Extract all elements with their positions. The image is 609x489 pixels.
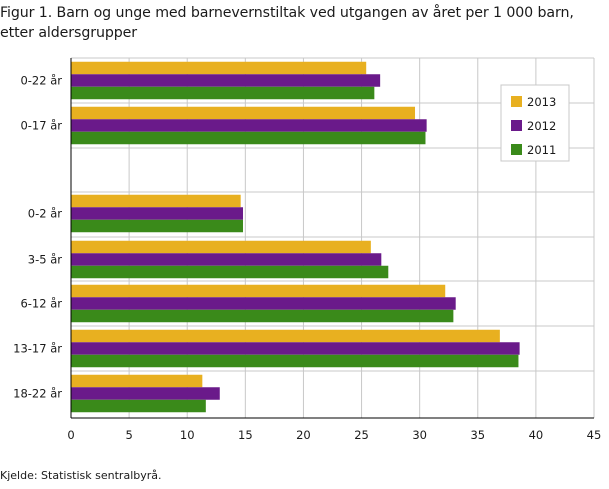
bar-2012-0 <box>71 74 381 87</box>
legend-swatch-2011 <box>511 144 522 155</box>
bar-2013-3 <box>71 240 371 254</box>
bar-2011-2 <box>71 219 244 233</box>
x-tick-label-10: 10 <box>180 428 195 442</box>
category-label-1: 0-17 år <box>20 119 62 133</box>
bar-2013-1 <box>71 106 416 120</box>
category-label-5: 13-17 år <box>13 342 62 356</box>
category-label-6: 18-22 år <box>13 387 62 401</box>
chart-title-line-1: Figur 1. Barn og unge med barnevernstilt… <box>0 5 574 21</box>
legend-swatch-2012 <box>511 120 522 131</box>
bar-2012-1 <box>71 119 427 132</box>
bar-2013-6 <box>71 374 203 388</box>
bar-2013-5 <box>71 329 500 343</box>
chart-title-line-2: etter aldersgrupper <box>0 25 138 41</box>
bar-2011-3 <box>71 265 389 279</box>
legend-label-2012: 2012 <box>527 119 556 133</box>
category-label-4: 6-12 år <box>20 297 62 311</box>
bar-2013-0 <box>71 61 367 75</box>
x-tick-label-40: 40 <box>529 428 544 442</box>
x-tick-label-35: 35 <box>470 428 485 442</box>
chart-title: Figur 1. Barn og unge med barnevernstilt… <box>0 3 605 43</box>
bar-2012-6 <box>71 387 220 400</box>
bar-2012-2 <box>71 207 244 220</box>
bar-2011-5 <box>71 354 519 368</box>
category-label-0: 0-22 år <box>20 74 62 88</box>
x-tick-label-25: 25 <box>354 428 369 442</box>
x-tick-label-30: 30 <box>412 428 427 442</box>
bar-2012-3 <box>71 253 382 266</box>
bar-2011-1 <box>71 131 426 145</box>
legend-swatch-2013 <box>511 96 522 107</box>
x-tick-label-45: 45 <box>587 428 602 442</box>
bar-2011-0 <box>71 86 375 100</box>
bar-2012-4 <box>71 297 456 310</box>
category-label-2: 0-2 år <box>28 207 62 221</box>
bar-2011-6 <box>71 399 206 413</box>
category-label-3: 3-5 år <box>28 253 62 267</box>
x-tick-label-15: 15 <box>238 428 253 442</box>
source-note: Kjelde: Statistisk sentralbyrå. <box>0 469 162 482</box>
x-tick-label-20: 20 <box>296 428 311 442</box>
legend-label-2011: 2011 <box>527 143 556 157</box>
bar-2012-5 <box>71 342 520 355</box>
x-tick-label-5: 5 <box>125 428 132 442</box>
x-tick-label-0: 0 <box>67 428 74 442</box>
bar-2013-4 <box>71 284 446 298</box>
bar-2013-2 <box>71 194 241 208</box>
bar-2011-4 <box>71 309 454 323</box>
legend-label-2013: 2013 <box>527 95 556 109</box>
